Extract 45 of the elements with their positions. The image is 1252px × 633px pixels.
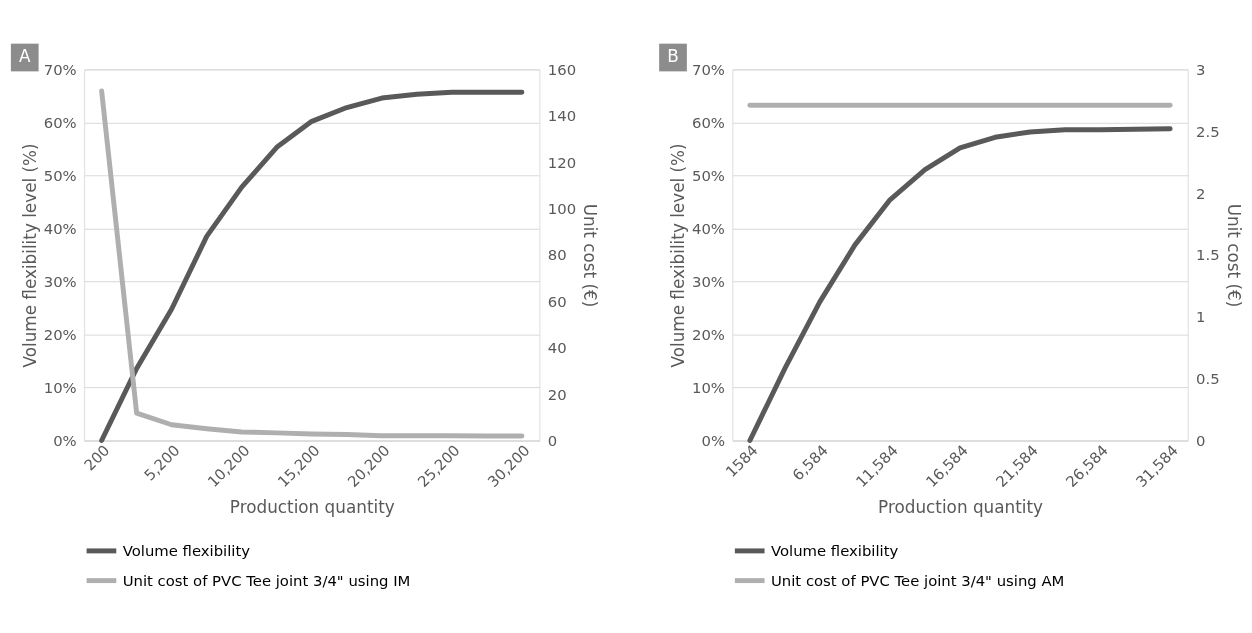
y-tick-label: 0%	[701, 431, 725, 449]
y-tick-label: 30%	[692, 272, 725, 290]
x-axis-title: Production quantity	[229, 497, 395, 518]
y2-tick-label: 2.5	[1196, 122, 1220, 140]
legend-label: Volume flexibility	[770, 541, 899, 559]
y-axis-title: Volume flexibility level (%)	[668, 143, 689, 368]
y2-tick-label: 140	[547, 107, 577, 125]
y2-axis-title: Unit cost (€)	[1223, 203, 1244, 308]
y2-tick-label: 0	[547, 431, 558, 449]
y2-tick-label: 120	[547, 153, 577, 171]
y2-tick-label: 1.5	[1196, 246, 1220, 264]
y-tick-label: 70%	[43, 60, 77, 78]
legend-label: Unit cost of PVC Tee joint 3/4" using IM	[122, 571, 411, 589]
y-tick-label: 10%	[692, 378, 725, 396]
y-tick-label: 60%	[43, 113, 77, 131]
y2-tick-label: 1	[1196, 308, 1206, 326]
y2-tick-label: 160	[547, 60, 577, 78]
y-tick-label: 20%	[692, 325, 725, 343]
y-tick-label: 50%	[692, 166, 725, 184]
y2-tick-label: 0.5	[1196, 370, 1220, 388]
y2-tick-label: 40	[547, 339, 567, 357]
x-axis-title: Production quantity	[878, 497, 1044, 518]
y-tick-label: 20%	[43, 325, 77, 343]
legend-label: Unit cost of PVC Tee joint 3/4" using AM	[770, 571, 1065, 589]
y2-tick-label: 60	[547, 292, 567, 310]
y-tick-label: 70%	[692, 60, 725, 78]
y-tick-label: 10%	[43, 378, 77, 396]
y-axis-title: Volume flexibility level (%)	[19, 143, 40, 368]
line-series	[747, 126, 1173, 444]
y2-tick-label: 100	[547, 200, 577, 218]
y2-tick-label: 20	[547, 385, 567, 403]
y-tick-label: 50%	[43, 166, 77, 184]
y2-tick-label: 80	[547, 246, 567, 264]
y-tick-label: 0%	[53, 431, 77, 449]
text: B	[667, 46, 679, 67]
y2-tick-label: 0	[1196, 431, 1206, 449]
y-tick-label: 60%	[692, 113, 725, 131]
y2-tick-label: 3	[1196, 60, 1206, 78]
legend-label: Volume flexibility	[122, 541, 251, 559]
y2-tick-label: 2	[1196, 184, 1206, 202]
y-tick-label: 40%	[692, 219, 725, 237]
y-tick-label: 40%	[43, 219, 77, 237]
text: A	[18, 46, 31, 67]
y2-axis-title: Unit cost (€)	[580, 203, 601, 308]
y-tick-label: 30%	[43, 272, 77, 290]
